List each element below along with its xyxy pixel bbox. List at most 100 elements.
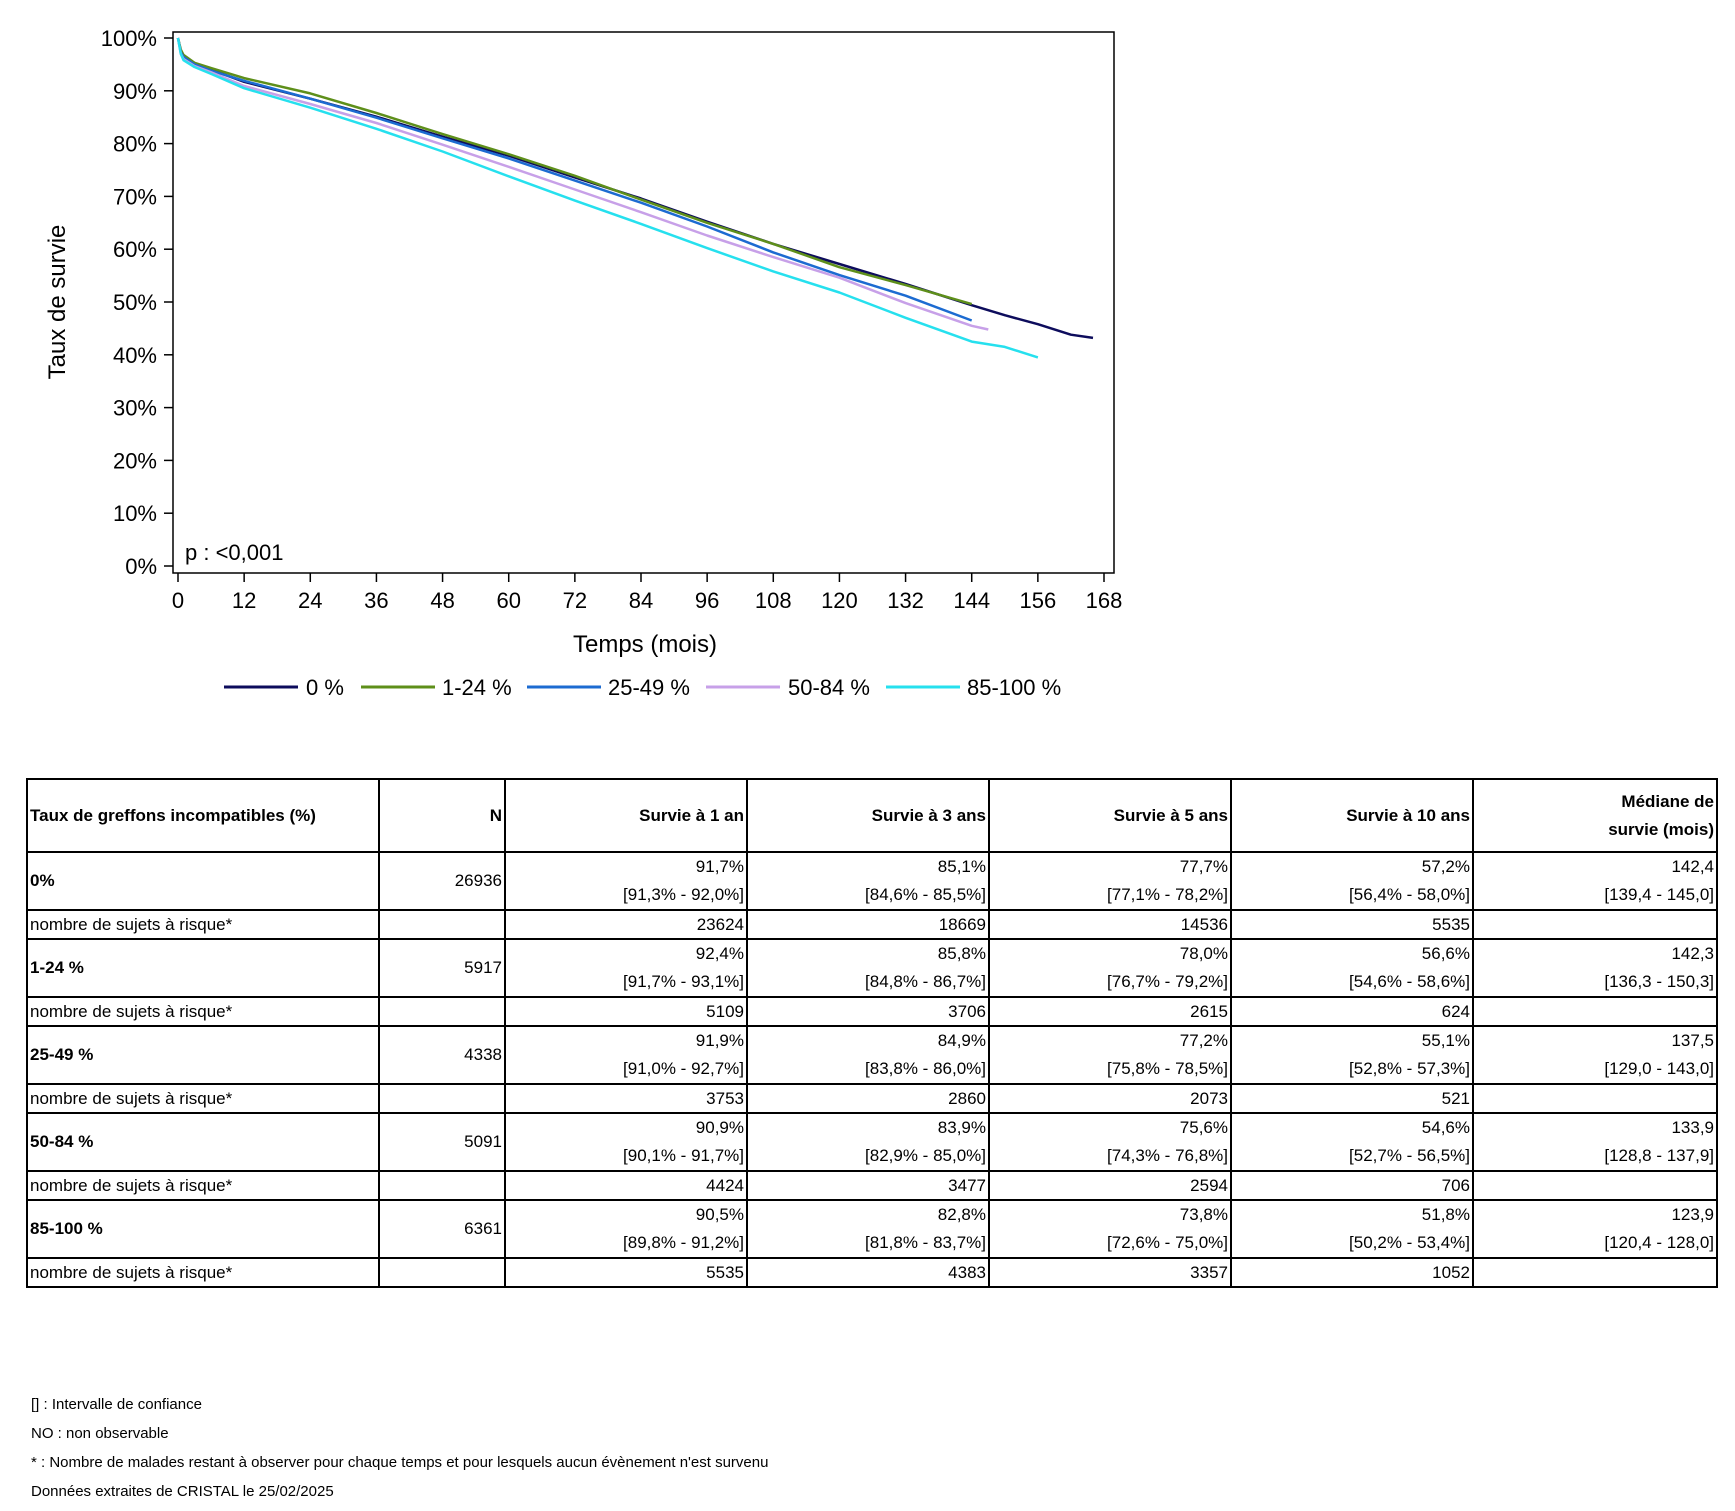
series-line-0 (176, 37, 1094, 340)
table-row: 25-49 % 4338 91,9% [91,0% - 92,7%] 84,9% [83,… (26, 1025, 1718, 1085)
survival-chart: 0% 10% 20% 30% 40% 50% 60% 70% 80% 90% 100% 0 12 24 3… (44, 26, 1122, 700)
risk-row: nombre de sujets à risque* 3753 2860 2073 52… (26, 1083, 1718, 1114)
median-ci: [128,8 - 137,9] (1604, 1146, 1714, 1165)
confidence-interval: [91,7% - 93,1%] (623, 972, 744, 991)
footnotes: [] : Intervalle de confiance NO : non ob… (31, 1395, 768, 1511)
confidence-interval: [81,8% - 83,7%] (865, 1233, 986, 1252)
risk-count: 3357 (988, 1257, 1232, 1288)
survival-value: 54,6% (1421, 1118, 1470, 1137)
survival-cell: 77,2% [75,8% - 78,5%] (988, 1025, 1232, 1085)
risk-empty (378, 1083, 506, 1114)
y-tick-label: 40% (113, 343, 157, 368)
median-value: 142,4 (1671, 857, 1714, 876)
risk-count: 2073 (988, 1083, 1232, 1114)
confidence-interval: [52,7% - 56,5%] (1349, 1146, 1470, 1165)
p-value-annotation: p : <0,001 (185, 540, 283, 565)
table-row: 50-84 % 5091 90,9% [90,1% - 91,7%] 83,9% [82,… (26, 1112, 1718, 1172)
survival-value: 77,2% (1179, 1031, 1228, 1050)
confidence-interval: [91,3% - 92,0%] (623, 885, 744, 904)
risk-count: 3477 (746, 1170, 990, 1201)
y-axis-label: Taux de survie (44, 225, 71, 380)
survival-cell: 85,8% [84,8% - 86,7%] (746, 938, 990, 998)
y-tick-label: 100% (101, 26, 157, 51)
median-ci: [120,4 - 128,0] (1604, 1233, 1714, 1252)
risk-count: 4424 (504, 1170, 748, 1201)
risk-empty (1472, 996, 1718, 1027)
plot-frame (172, 31, 1115, 574)
survival-value: 56,6% (1421, 944, 1470, 963)
confidence-interval: [84,6% - 85,5%] (865, 885, 986, 904)
risk-row: nombre de sujets à risque* 23624 18669 1453… (26, 909, 1718, 940)
risk-count: 3753 (504, 1083, 748, 1114)
risk-count: 5535 (1230, 909, 1474, 940)
survival-cell: 90,5% [89,8% - 91,2%] (504, 1199, 748, 1259)
header-survival-1y: Survie à 1 an (504, 778, 748, 853)
confidence-interval: [89,8% - 91,2%] (623, 1233, 744, 1252)
survival-value: 57,2% (1421, 857, 1470, 876)
risk-count: 5535 (504, 1257, 748, 1288)
risk-empty (1472, 909, 1718, 940)
group-label: 50-84 % (26, 1112, 380, 1172)
risk-empty (1472, 1083, 1718, 1114)
x-tick-label: 48 (430, 588, 454, 613)
x-tick-label: 36 (364, 588, 388, 613)
confidence-interval: [75,8% - 78,5%] (1107, 1059, 1228, 1078)
survival-cell: 57,2% [56,4% - 58,0%] (1230, 851, 1474, 911)
x-tick-label: 144 (953, 588, 990, 613)
confidence-interval: [84,8% - 86,7%] (865, 972, 986, 991)
risk-count: 4383 (746, 1257, 990, 1288)
note-source: Données extraites de CRISTAL le 25/02/20… (31, 1483, 334, 1500)
group-n: 26936 (378, 851, 506, 911)
group-label: 1-24 % (26, 938, 380, 998)
survival-cell: 92,4% [91,7% - 93,1%] (504, 938, 748, 998)
y-tick-label: 0% (125, 554, 157, 579)
y-tick-label: 60% (113, 237, 157, 262)
table-row: 1-24 % 5917 92,4% [91,7% - 93,1%] 85,8% [84,8… (26, 938, 1718, 998)
survival-cell: 85,1% [84,6% - 85,5%] (746, 851, 990, 911)
note-risk: * : Nombre de malades restant à observer… (31, 1454, 769, 1471)
risk-count: 23624 (504, 909, 748, 940)
survival-cell: 75,6% [74,3% - 76,8%] (988, 1112, 1232, 1172)
chart-legend: 0 % 1-24 % 25-49 % 50-84 % 85-100 % (224, 675, 1061, 700)
risk-count: 624 (1230, 996, 1474, 1027)
x-tick-label: 108 (755, 588, 792, 613)
survival-cell: 83,9% [82,9% - 85,0%] (746, 1112, 990, 1172)
survival-cell: 73,8% [72,6% - 75,0%] (988, 1199, 1232, 1259)
x-tick-label: 84 (629, 588, 653, 613)
note-no: NO : non observable (31, 1425, 169, 1442)
note-ci: [] : Intervalle de confiance (31, 1396, 202, 1413)
median-cell: 142,3 [136,3 - 150,3] (1472, 938, 1718, 998)
survival-value: 90,5% (695, 1205, 744, 1224)
y-tick-label: 80% (113, 132, 157, 157)
survival-value: 91,7% (695, 857, 744, 876)
y-tick-label: 10% (113, 501, 157, 526)
survival-value: 77,7% (1179, 857, 1228, 876)
survival-value: 85,8% (937, 944, 986, 963)
median-ci: [139,4 - 145,0] (1604, 885, 1714, 904)
confidence-interval: [91,0% - 92,7%] (623, 1059, 744, 1078)
x-tick-label: 156 (1019, 588, 1056, 613)
median-cell: 133,9 [128,8 - 137,9] (1472, 1112, 1718, 1172)
median-value: 123,9 (1671, 1205, 1714, 1224)
risk-row: nombre de sujets à risque* 5535 4383 3357 10… (26, 1257, 1718, 1288)
x-tick-label: 12 (232, 588, 256, 613)
survival-value: 90,9% (695, 1118, 744, 1137)
median-cell: 123,9 [120,4 - 128,0] (1472, 1199, 1718, 1259)
header-median-line2: survie (mois) (1608, 819, 1714, 839)
y-tick-label: 20% (113, 448, 157, 473)
risk-label: nombre de sujets à risque* (26, 1083, 380, 1114)
x-tick-label: 72 (563, 588, 587, 613)
y-tick-label: 30% (113, 396, 157, 421)
risk-empty (378, 909, 506, 940)
median-cell: 142,4 [139,4 - 145,0] (1472, 851, 1718, 911)
legend-label: 0 % (306, 675, 344, 700)
header-survival-3y: Survie à 3 ans (746, 778, 990, 853)
survival-cell: 90,9% [90,1% - 91,7%] (504, 1112, 748, 1172)
median-cell: 137,5 [129,0 - 143,0] (1472, 1025, 1718, 1085)
x-axis-label: Temps (mois) (573, 631, 717, 658)
table-row: 0% 26936 91,7% [91,3% - 92,0%] 85,1% [84,6% -… (26, 851, 1718, 911)
y-tick-label: 70% (113, 184, 157, 209)
survival-value: 75,6% (1179, 1118, 1228, 1137)
survival-value: 92,4% (695, 944, 744, 963)
survival-value: 83,9% (937, 1118, 986, 1137)
